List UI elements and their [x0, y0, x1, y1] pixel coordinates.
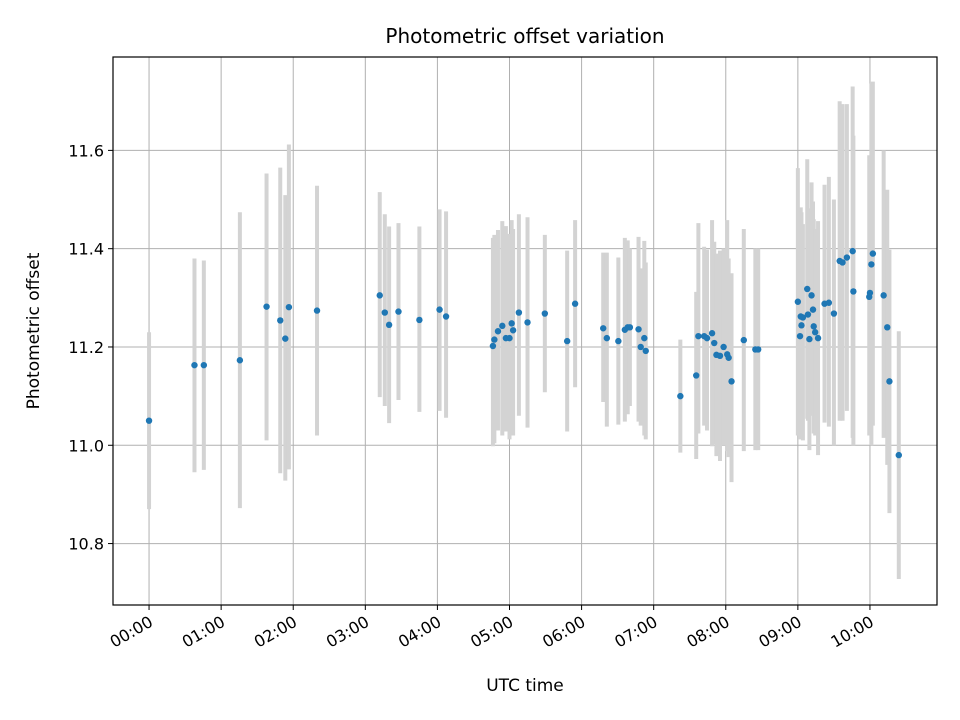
data-point: [869, 250, 877, 257]
data-point: [571, 300, 579, 307]
data-point: [850, 288, 857, 295]
data-point: [524, 319, 531, 326]
data-point: [282, 335, 289, 342]
data-point: [509, 327, 517, 334]
data-point: [491, 336, 498, 343]
data-point: [285, 303, 293, 311]
data-point: [895, 451, 902, 459]
data-point: [806, 335, 813, 343]
data-point: [796, 332, 804, 340]
data-point: [849, 247, 856, 255]
data-point: [804, 285, 811, 293]
data-point: [798, 322, 805, 329]
data-point: [145, 417, 153, 424]
chart-title: Photometric offset variation: [385, 24, 664, 48]
data-point: [810, 323, 817, 330]
data-point: [489, 342, 497, 350]
grid-lines: [113, 57, 937, 605]
data-point: [515, 309, 523, 316]
data-point: [436, 306, 443, 313]
y-tick-label: 11.4: [68, 240, 104, 259]
data-point: [615, 337, 622, 345]
data-point: [794, 298, 802, 305]
data-point: [494, 328, 502, 335]
data-point: [703, 334, 711, 342]
data-point: [866, 289, 874, 297]
data-point: [376, 292, 383, 299]
data-point: [725, 354, 732, 361]
y-tick-label: 10.8: [68, 535, 104, 554]
data-point: [716, 352, 724, 360]
data-point: [603, 334, 611, 342]
data-point: [825, 299, 833, 306]
data-point: [708, 330, 716, 337]
data-point: [814, 334, 822, 342]
y-tick-label: 11.6: [68, 141, 104, 160]
data-point: [263, 303, 270, 310]
x-axis-title: UTC time: [486, 676, 564, 696]
data-point: [804, 311, 812, 318]
y-axis: 10.8 11.0 11.2 11.4 11.6: [68, 141, 113, 554]
data-point: [563, 337, 571, 345]
plot-frame: [112, 56, 938, 606]
data-point: [808, 292, 815, 299]
data-point: [626, 324, 634, 331]
data-point: [693, 372, 700, 379]
data-point: [811, 329, 819, 336]
data-point: [442, 313, 450, 320]
data-point: [868, 261, 875, 268]
data-point: [200, 361, 208, 369]
data-point: [695, 332, 702, 340]
data-point: [830, 310, 838, 317]
data-point: [600, 325, 607, 332]
data-point: [799, 314, 807, 321]
data-point: [236, 357, 244, 364]
data-point: [839, 259, 846, 266]
data-point: [720, 343, 727, 351]
plot-area: [112, 56, 938, 606]
data-point: [508, 320, 515, 327]
data-point: [711, 339, 718, 347]
data-point: [385, 321, 393, 329]
data-point: [499, 322, 506, 330]
data-point: [395, 308, 402, 315]
data-point: [381, 309, 388, 316]
data-point: [635, 326, 642, 333]
data-point: [191, 361, 198, 369]
data-point: [728, 378, 735, 385]
data-point: [637, 343, 644, 351]
data-point: [886, 378, 893, 385]
data-points: [145, 247, 902, 459]
data-point: [677, 392, 684, 400]
y-axis-title: Photometric offset: [24, 252, 44, 409]
y-tick-label: 11.2: [68, 338, 104, 357]
y-tick-label: 11.0: [68, 436, 104, 455]
data-point: [884, 324, 891, 331]
data-point: [843, 254, 851, 261]
data-point: [541, 310, 549, 317]
data-point: [642, 347, 649, 355]
data-point: [277, 317, 284, 324]
data-point: [641, 334, 648, 342]
data-point: [880, 292, 887, 299]
data-point: [740, 336, 747, 344]
data-point: [506, 334, 513, 342]
data-point: [809, 306, 817, 313]
data-point: [416, 316, 423, 324]
data-point: [755, 346, 762, 353]
data-point: [313, 307, 321, 314]
